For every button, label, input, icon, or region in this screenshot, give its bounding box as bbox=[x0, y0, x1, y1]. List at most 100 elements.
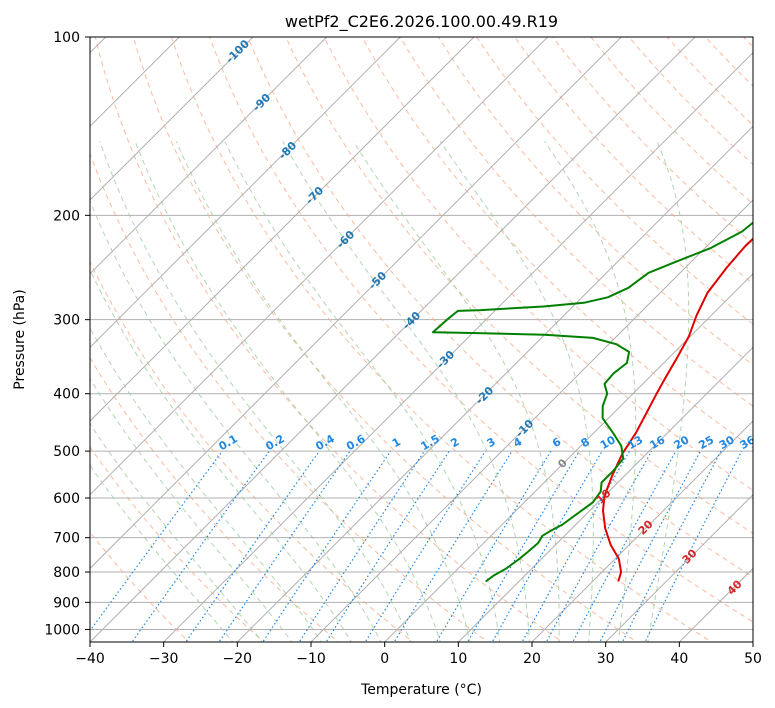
moist-adiabat bbox=[282, 141, 530, 642]
mixing-ratio-line bbox=[298, 450, 425, 642]
x-tick-label: 20 bbox=[523, 651, 541, 667]
x-tick-label: −30 bbox=[149, 651, 179, 667]
isotherm-line bbox=[752, 641, 753, 642]
y-tick-label: 1000 bbox=[44, 622, 80, 638]
moist-adiabat bbox=[90, 199, 382, 642]
dry-adiabat bbox=[514, 37, 753, 285]
moist-adiabat bbox=[224, 141, 501, 642]
chart-title: wetPf2_C2E6.2026.100.00.49.R19 bbox=[285, 12, 558, 32]
temperature-profile bbox=[602, 237, 753, 582]
dewpoint-profile bbox=[431, 221, 753, 583]
mixing-ratio-line bbox=[218, 450, 351, 642]
mixing-ratio-label: 20 bbox=[672, 433, 692, 452]
dry-adiabat bbox=[90, 152, 489, 642]
mixing-ratio-line bbox=[262, 450, 392, 642]
x-tick-label: 10 bbox=[449, 651, 467, 667]
dry-adiabat bbox=[285, 37, 753, 535]
mixing-ratio-line bbox=[644, 450, 743, 642]
y-tick-label: 700 bbox=[53, 531, 80, 547]
y-axis-title: Pressure (hPa) bbox=[12, 289, 28, 389]
y-tick-label: 900 bbox=[53, 595, 80, 611]
dry-adiabat bbox=[666, 37, 753, 126]
isotherm-line bbox=[604, 493, 753, 642]
y-tick-label: 500 bbox=[53, 444, 80, 460]
mixing-ratio-label: 30 bbox=[717, 433, 737, 452]
isotherm-line bbox=[90, 37, 549, 496]
x-tick-label: 30 bbox=[597, 651, 615, 667]
mixing-ratio-label: 2 bbox=[448, 435, 461, 450]
isotherm-line bbox=[0, 10, 59, 654]
mixing-ratio-label: 13 bbox=[625, 433, 645, 452]
moist-adiabat bbox=[353, 141, 560, 642]
isotherm-line bbox=[90, 37, 254, 201]
dry-adiabat bbox=[90, 446, 265, 642]
dry-adiabat bbox=[94, 37, 564, 642]
moist-adiabat bbox=[544, 141, 637, 642]
isotherm-line bbox=[90, 37, 475, 422]
y-tick-label: 600 bbox=[53, 491, 80, 507]
mixing-ratio-line bbox=[466, 450, 580, 642]
x-tick-label: −20 bbox=[223, 651, 253, 667]
dry-adiabat bbox=[132, 37, 638, 642]
mixing-ratio-line bbox=[185, 450, 320, 642]
isotherm-line bbox=[90, 37, 328, 275]
mixing-ratio-line bbox=[393, 450, 513, 642]
isotherm-line bbox=[236, 125, 753, 642]
isotherm-line bbox=[310, 199, 753, 642]
mixing-ratio-label: 6 bbox=[550, 435, 563, 450]
x-tick-label: −40 bbox=[75, 651, 105, 667]
x-axis-title: Temperature (°C) bbox=[360, 682, 482, 698]
moist-adiabat bbox=[439, 141, 594, 642]
moist-adiabat bbox=[647, 141, 690, 642]
mixing-ratio-line bbox=[131, 450, 270, 642]
isotherm-line bbox=[162, 51, 753, 642]
moist-adiabat bbox=[134, 141, 441, 642]
isotherm-line bbox=[457, 346, 753, 642]
mixing-ratio-line bbox=[572, 450, 677, 642]
isotherm-label: 40 bbox=[725, 577, 745, 597]
plot-frame bbox=[89, 36, 754, 643]
isotherm-line bbox=[383, 272, 753, 642]
mixing-ratio-line bbox=[621, 450, 722, 642]
y-tick-label: 200 bbox=[53, 208, 80, 224]
x-tick-label: −10 bbox=[296, 651, 326, 667]
isotherm-line bbox=[90, 37, 181, 128]
x-tick-label: 50 bbox=[744, 651, 762, 667]
dry-adiabat bbox=[590, 37, 753, 205]
isotherm-line bbox=[90, 37, 696, 642]
dry-adiabat bbox=[90, 356, 340, 642]
y-tick-label: 100 bbox=[53, 30, 80, 46]
isotherm-line bbox=[90, 37, 623, 570]
dry-adiabat bbox=[476, 37, 753, 325]
dry-adiabat bbox=[323, 37, 753, 491]
dry-adiabat bbox=[769, 24, 775, 645]
moist-adiabat bbox=[90, 422, 264, 642]
y-tick-label: 800 bbox=[53, 565, 80, 581]
isotherm-label: 30 bbox=[680, 546, 700, 566]
isotherm-line bbox=[90, 37, 402, 349]
y-tick-label: 300 bbox=[53, 313, 80, 329]
x-tick-label: 40 bbox=[670, 651, 688, 667]
dry-adiabat bbox=[361, 37, 753, 449]
mixing-ratio-line bbox=[599, 450, 702, 642]
mixing-ratio-line bbox=[90, 450, 223, 632]
mixing-ratio-line bbox=[325, 450, 450, 642]
mixing-ratio-label: 0.6 bbox=[344, 432, 368, 453]
mixing-ratio-label: 36 bbox=[738, 433, 758, 452]
dry-adiabat bbox=[170, 37, 713, 642]
dry-adiabat bbox=[90, 531, 190, 642]
moist-adiabat bbox=[175, 141, 471, 642]
mixing-ratio-label: 25 bbox=[696, 433, 716, 452]
mixing-ratio-line bbox=[364, 450, 486, 642]
isotherm-label: -20 bbox=[473, 384, 496, 407]
dry-adiabat bbox=[209, 37, 753, 623]
dry-adiabat bbox=[399, 37, 753, 407]
x-tick-label: 0 bbox=[380, 651, 389, 667]
y-tick-label: 400 bbox=[53, 387, 80, 403]
dry-adiabat bbox=[90, 260, 414, 642]
moist-adiabat bbox=[90, 269, 352, 642]
isotherm-line bbox=[531, 420, 753, 642]
moist-adiabat bbox=[90, 327, 323, 642]
mixing-ratio-label: 1.5 bbox=[418, 432, 441, 453]
